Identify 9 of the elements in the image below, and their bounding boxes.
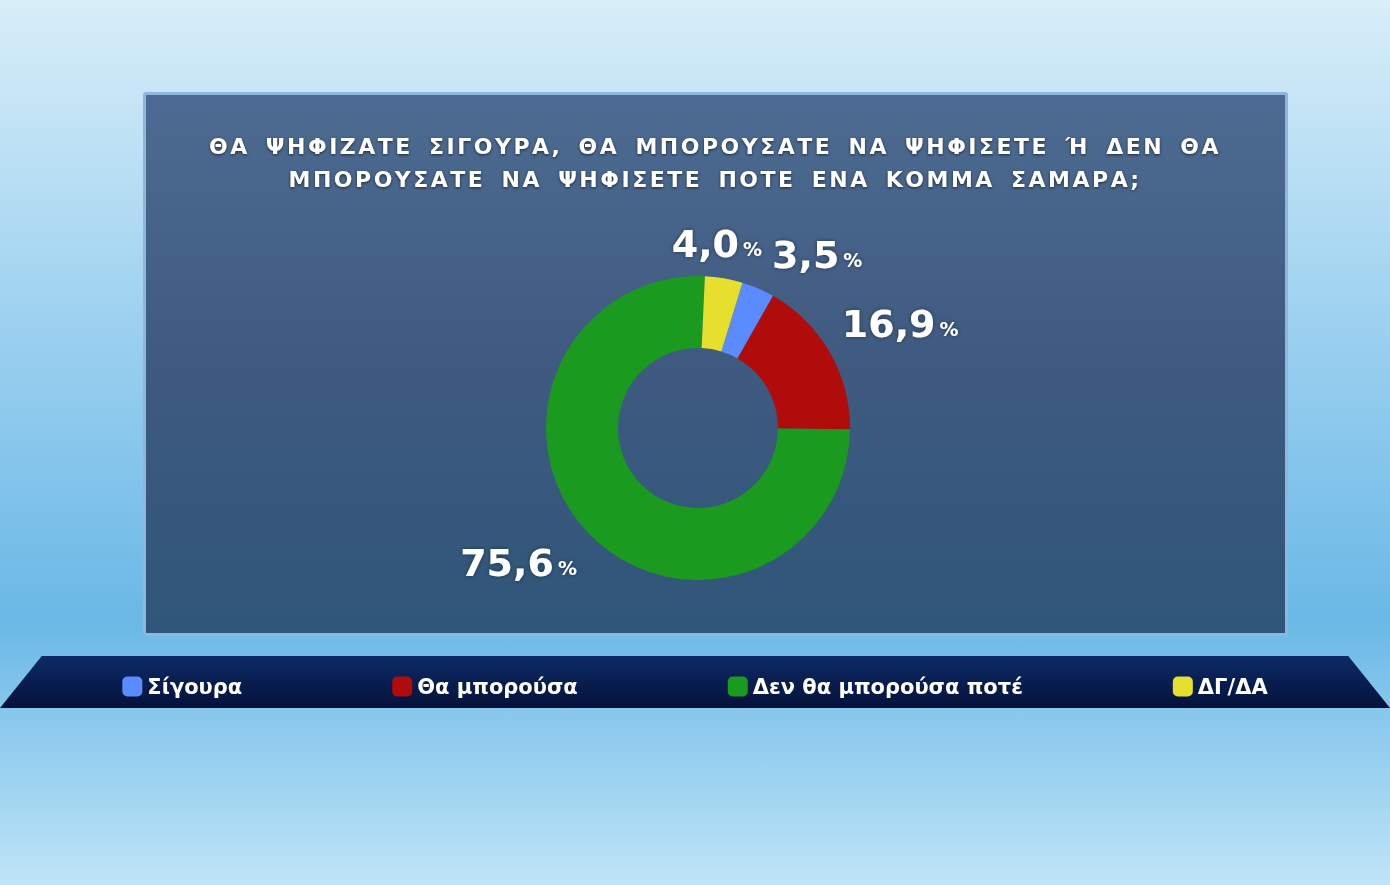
data-label: 16,9% <box>841 302 959 347</box>
legend-label: Θα μπορούσα <box>417 674 578 699</box>
legend-label: ΔΓ/ΔΑ <box>1197 674 1269 699</box>
chart-title: ΘΑ ΨΗΦΙΖΑΤΕ ΣΙΓΟΥΡΑ, ΘΑ ΜΠΟΡΟΥΣΑΤΕ ΝΑ ΨΗΦΙΣΕΤΕ Ή ΔΕΝ ΘΑ ΜΠΟΡΟΥΣΑΤΕ ΝΑ ΨΗΦΙΣΕΤΕ ΠΟΤΕ ΕΝΑ ΚΟΜΜΑ ΣΑΜΑΡΑ; <box>208 133 1222 194</box>
data-label: 4,0% <box>671 221 763 266</box>
data-label: 3,5% <box>772 232 863 277</box>
data-label: 75,6% <box>460 541 577 586</box>
legend-label: Δεν θα μπορούσα ποτέ <box>752 674 1023 699</box>
legend-label: Σίγουρα <box>147 674 243 699</box>
